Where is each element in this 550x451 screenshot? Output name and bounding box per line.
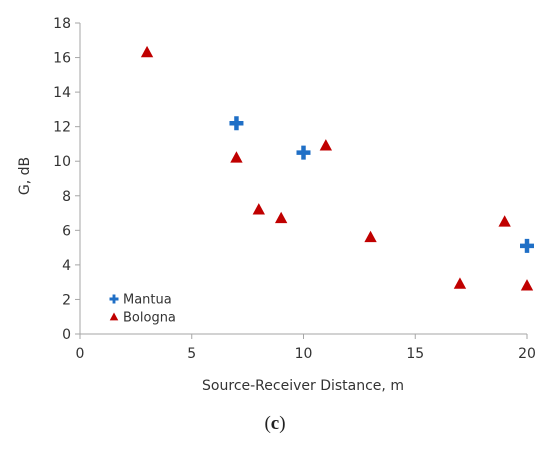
figure-caption: (c) [0, 413, 550, 435]
caption-open-paren: ( [264, 413, 271, 434]
y-tick-label: 18 [53, 16, 71, 32]
legend-label-mantua: Mantua [123, 293, 172, 308]
data-point-bologna [498, 215, 511, 227]
y-tick-label: 2 [62, 292, 71, 308]
x-tick-label: 15 [406, 346, 424, 362]
chart-points [140, 45, 534, 291]
y-tick-label: 16 [53, 51, 71, 67]
data-point-bologna [252, 203, 265, 215]
data-point-bologna [453, 277, 467, 289]
data-point-bologna [230, 151, 243, 163]
data-point-bologna [319, 139, 333, 151]
x-tick-label: 10 [295, 346, 313, 362]
data-point-bologna [364, 230, 377, 243]
y-tick-label: 6 [62, 223, 71, 239]
x-tick-label: 20 [518, 346, 536, 362]
caption-letter: c [270, 413, 280, 434]
data-point-mantua [296, 145, 311, 160]
caption-close-paren: ) [279, 413, 286, 434]
chart-ticks: 0 2 4 6 8 10 12 14 16 18 0 5 10 15 20 [53, 16, 536, 362]
legend-marker-bologna [109, 312, 119, 321]
data-point-bologna [140, 45, 154, 58]
x-tick-label: 5 [187, 346, 196, 362]
y-tick-label: 4 [62, 258, 71, 274]
y-tick-label: 0 [62, 327, 71, 343]
data-point-mantua [229, 116, 244, 131]
y-tick-label: 14 [53, 85, 71, 101]
data-point-bologna [520, 279, 534, 291]
x-tick-label: 0 [76, 346, 85, 362]
y-tick-label: 10 [53, 154, 71, 170]
y-tick-label: 12 [53, 120, 71, 136]
chart-legend: Mantua Bologna [109, 293, 176, 326]
y-axis-label: G, dB [17, 157, 33, 195]
x-axis-label: Source-Receiver Distance, m [202, 378, 404, 394]
data-point-bologna [274, 211, 288, 224]
legend-label-bologna: Bologna [123, 311, 176, 326]
y-tick-label: 8 [62, 189, 71, 205]
legend-marker-mantua [109, 294, 119, 304]
data-point-mantua [520, 238, 534, 253]
